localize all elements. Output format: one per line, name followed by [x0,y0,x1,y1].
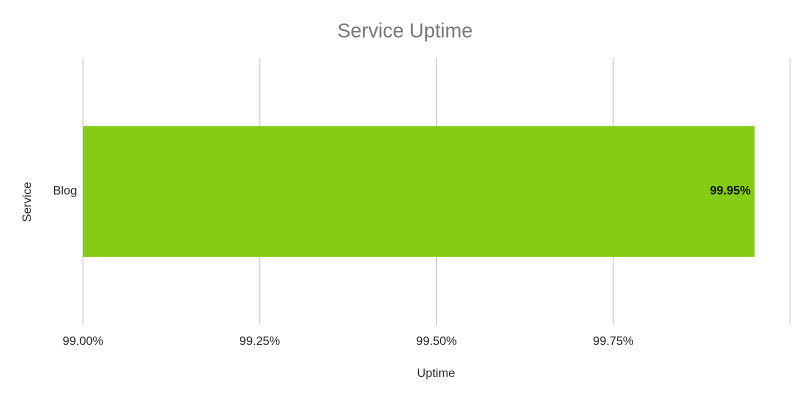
x-tick-label: 99.00% [63,334,104,348]
x-tick-label: 99.25% [239,334,280,348]
bar [83,126,755,257]
chart-title: Service Uptime [337,20,473,42]
value-label: 99.95% [710,184,751,198]
x-axis-title: Uptime [417,366,455,380]
y-axis-title: Service [20,182,34,222]
x-tick-label: 99.75% [593,334,634,348]
x-tick-label: 99.50% [416,334,457,348]
y-tick-label: Blog [53,184,77,198]
